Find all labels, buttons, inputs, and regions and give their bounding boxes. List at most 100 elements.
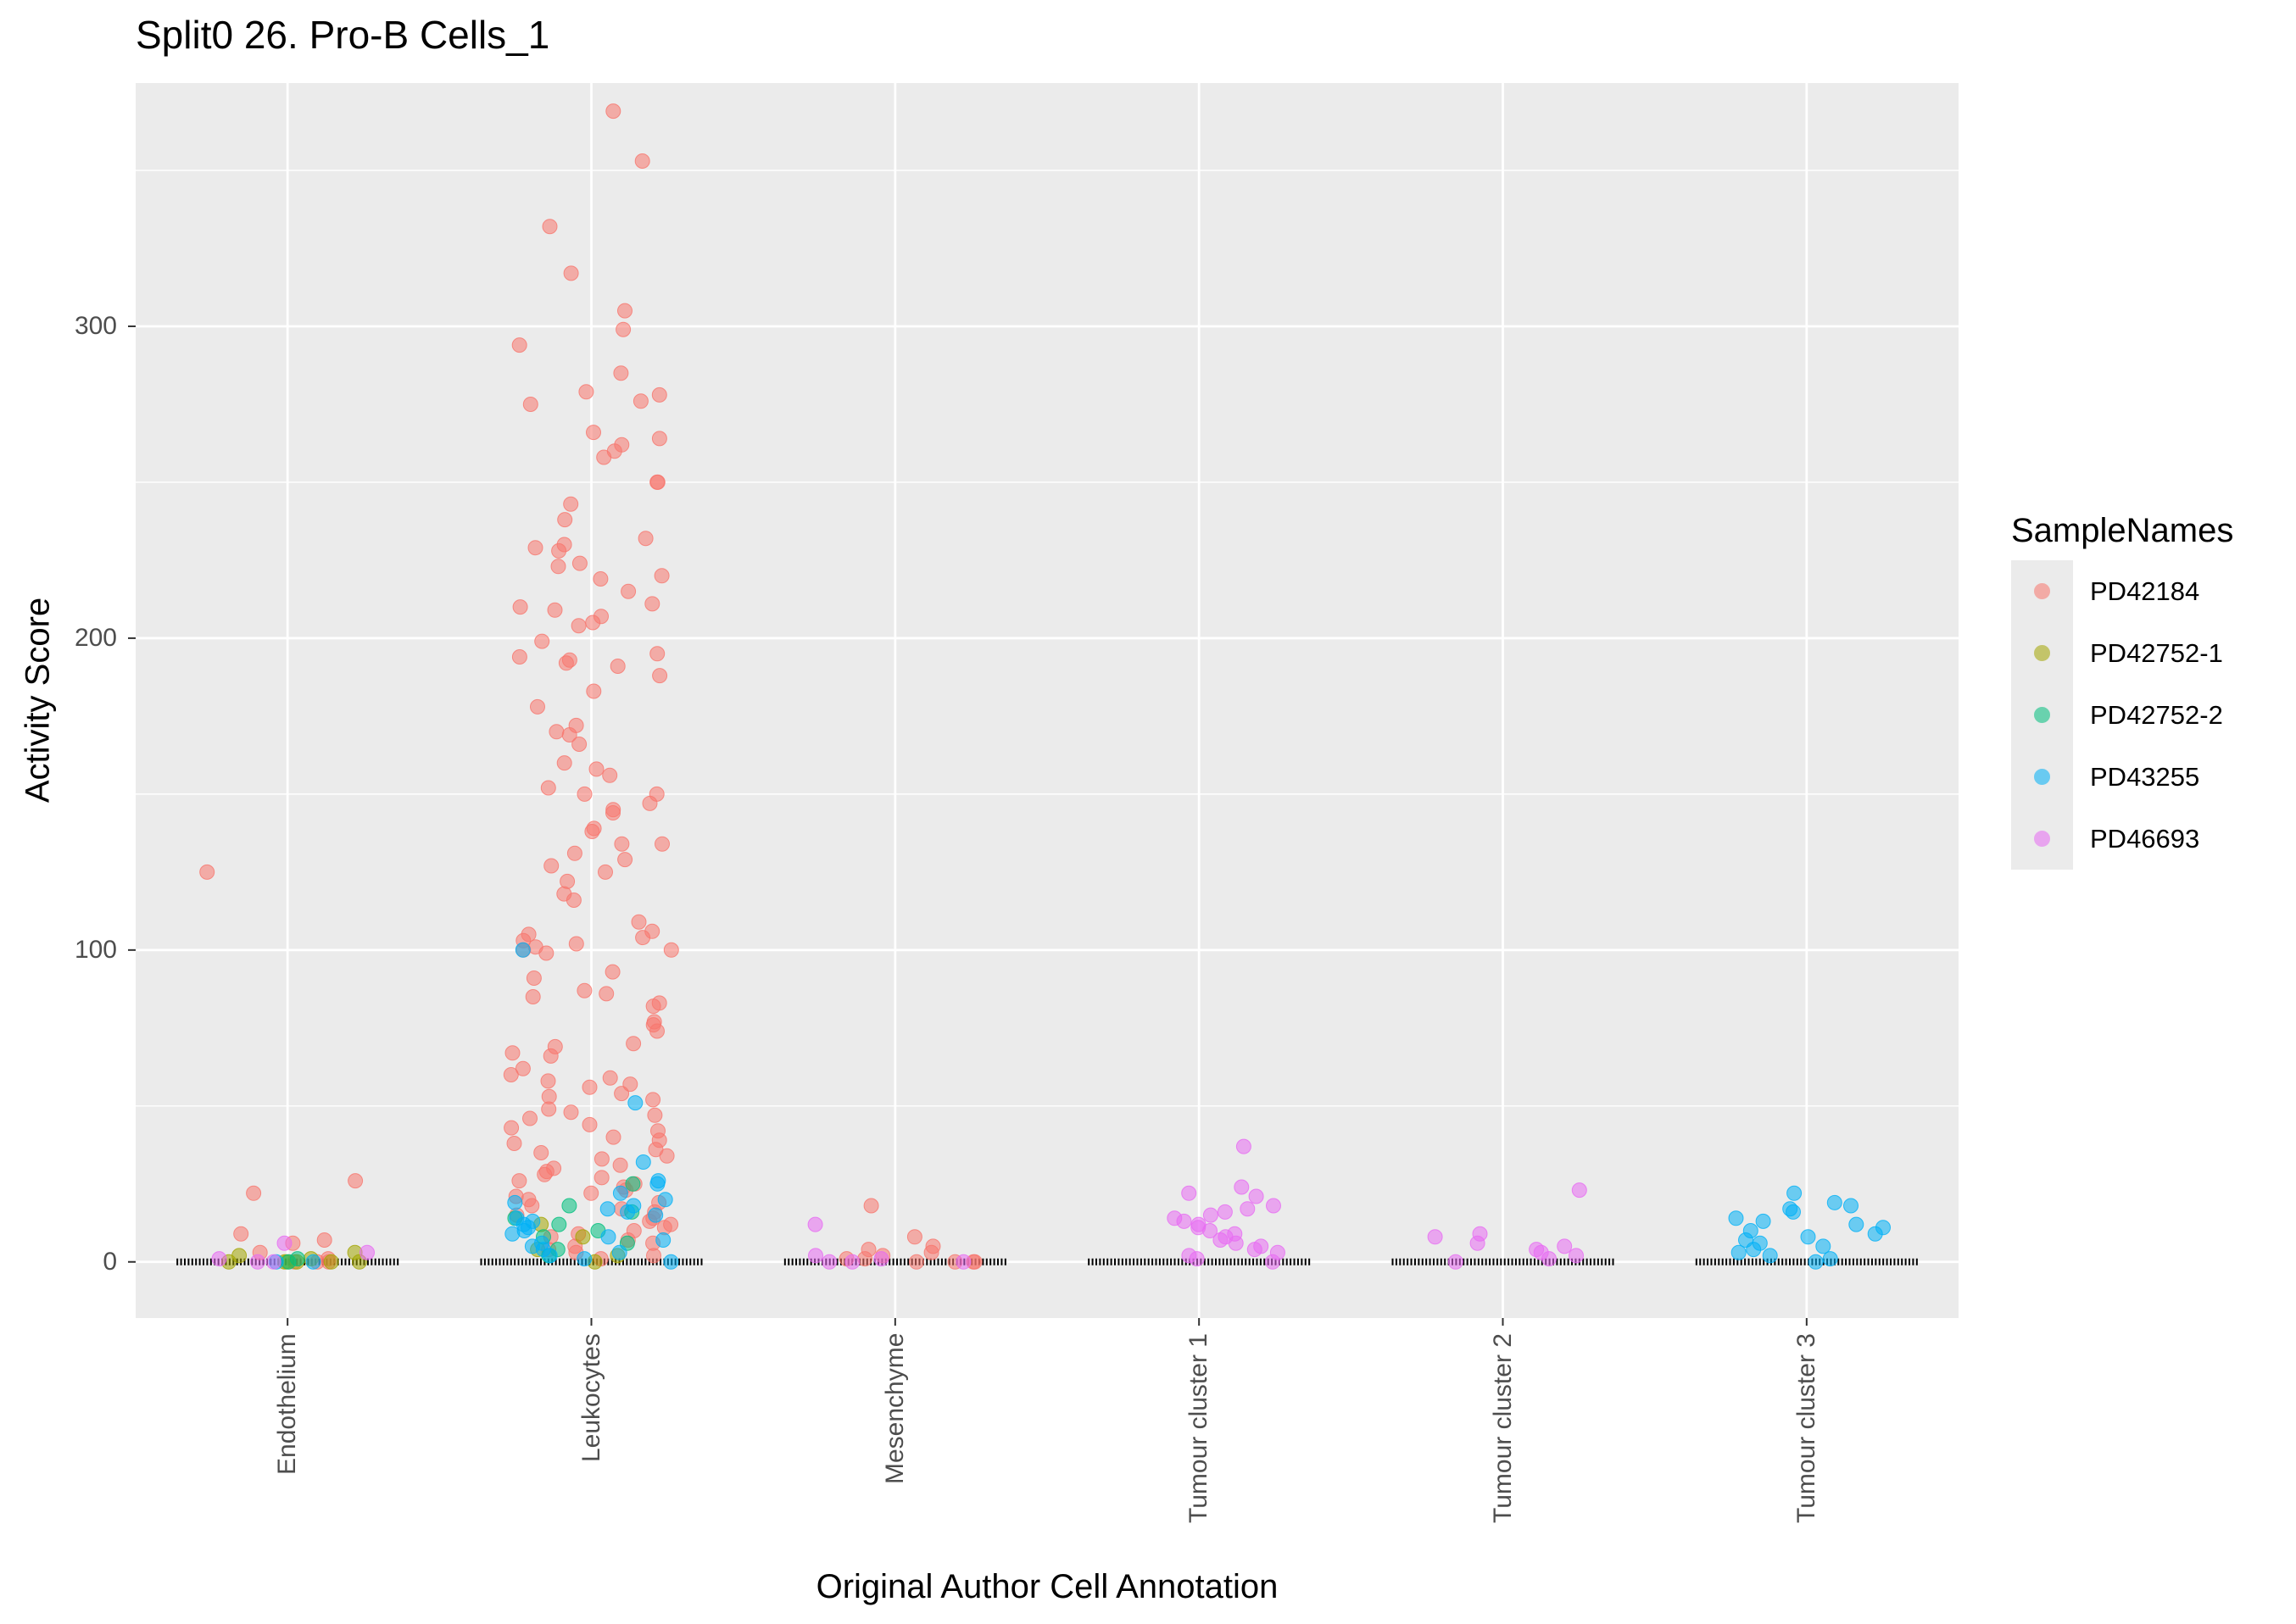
chart-title: Split0 26. Pro-B Cells_1 xyxy=(136,13,550,57)
data-point xyxy=(522,397,538,412)
data-point xyxy=(577,982,593,998)
legend-dot-icon xyxy=(2034,707,2050,723)
y-tick-label: 0 xyxy=(103,1247,117,1276)
data-point xyxy=(844,1254,861,1270)
legend-label: PD42184 xyxy=(2090,576,2200,606)
data-point xyxy=(627,1095,644,1111)
data-point xyxy=(645,998,661,1015)
data-point xyxy=(522,1110,538,1126)
data-point xyxy=(530,698,545,715)
data-point xyxy=(1786,1204,1801,1220)
data-point xyxy=(621,583,637,599)
data-point xyxy=(1235,1138,1251,1154)
data-point xyxy=(663,942,679,958)
data-point xyxy=(599,986,615,1002)
data-point xyxy=(578,384,594,400)
data-point xyxy=(1541,1251,1557,1267)
data-point xyxy=(594,1170,610,1186)
data-point xyxy=(655,1232,672,1248)
data-point xyxy=(822,1254,838,1270)
data-point xyxy=(507,1194,523,1210)
data-point xyxy=(1808,1254,1824,1270)
legend-key xyxy=(2011,560,2073,622)
data-point xyxy=(648,1207,664,1223)
data-point xyxy=(549,724,565,740)
data-point xyxy=(605,964,621,980)
data-point xyxy=(588,761,605,777)
data-point xyxy=(1557,1238,1573,1254)
data-point xyxy=(625,1176,641,1192)
data-point xyxy=(659,1148,675,1164)
data-point xyxy=(1176,1213,1192,1229)
data-point xyxy=(612,1185,628,1201)
data-point xyxy=(1181,1185,1197,1201)
legend-label: PD43255 xyxy=(2090,761,2200,792)
data-point xyxy=(808,1248,823,1264)
data-point xyxy=(1265,1254,1280,1270)
data-point xyxy=(1815,1238,1831,1254)
y-tick-label: 200 xyxy=(74,623,117,652)
data-point xyxy=(1843,1198,1859,1214)
data-point xyxy=(1246,1242,1262,1258)
data-point xyxy=(586,683,602,699)
data-point xyxy=(1469,1235,1485,1251)
data-point xyxy=(534,633,550,649)
data-point xyxy=(323,1254,339,1270)
data-point xyxy=(524,1198,540,1214)
data-point xyxy=(542,219,558,235)
data-point xyxy=(906,1229,922,1245)
data-point xyxy=(613,365,629,381)
data-point xyxy=(577,1251,593,1267)
data-points xyxy=(199,103,1891,1270)
data-point xyxy=(634,153,650,169)
data-point xyxy=(652,668,668,684)
data-point xyxy=(563,265,579,281)
data-point xyxy=(359,1244,375,1260)
data-point xyxy=(575,1229,591,1245)
data-point xyxy=(504,1120,520,1136)
data-point xyxy=(594,1151,610,1167)
data-point xyxy=(525,989,541,1004)
data-point xyxy=(512,599,528,615)
data-point xyxy=(635,1154,651,1170)
data-point xyxy=(646,1248,661,1264)
x-tick-label: Mesenchyme xyxy=(880,1332,909,1484)
y-axis-title: Activity Score xyxy=(19,597,57,804)
data-point xyxy=(612,1157,628,1173)
data-point xyxy=(1447,1254,1463,1270)
plot-panel xyxy=(136,83,1959,1318)
data-point xyxy=(635,930,651,946)
data-point xyxy=(556,755,572,771)
data-point xyxy=(543,858,560,874)
data-point xyxy=(1228,1235,1244,1251)
data-point xyxy=(566,893,582,908)
data-point xyxy=(348,1173,364,1189)
legend-dot-icon xyxy=(2034,645,2050,661)
data-point xyxy=(538,945,554,961)
data-point xyxy=(602,1070,618,1086)
data-point xyxy=(527,540,543,556)
data-point xyxy=(199,864,215,880)
legend-key xyxy=(2011,808,2073,870)
data-point xyxy=(651,431,667,447)
data-point xyxy=(605,1129,621,1145)
data-point xyxy=(1569,1248,1584,1264)
data-point xyxy=(506,1136,522,1151)
data-point xyxy=(909,1254,924,1270)
data-point xyxy=(560,873,576,889)
data-point xyxy=(1234,1179,1250,1195)
data-point xyxy=(649,1023,665,1039)
data-point xyxy=(617,303,633,319)
data-point xyxy=(540,1073,556,1089)
data-point xyxy=(593,571,609,587)
data-point xyxy=(586,425,601,441)
data-point xyxy=(1826,1194,1842,1210)
data-point xyxy=(563,1104,579,1121)
data-point xyxy=(503,1067,519,1082)
legend-key xyxy=(2011,746,2073,808)
data-point xyxy=(649,1176,666,1192)
data-point xyxy=(1248,1188,1264,1204)
data-point xyxy=(600,1229,616,1245)
data-point xyxy=(598,864,613,880)
